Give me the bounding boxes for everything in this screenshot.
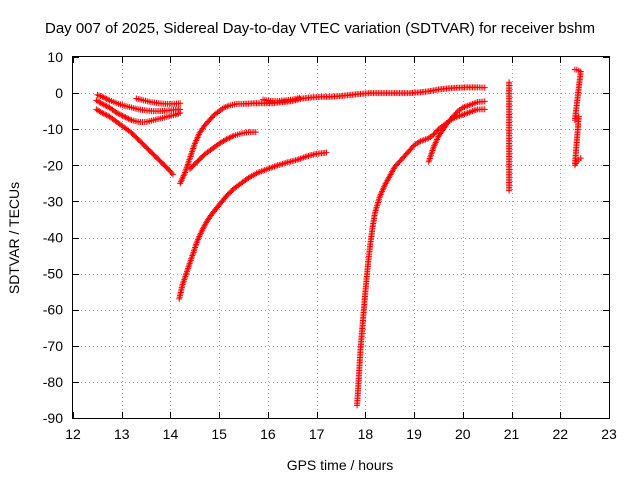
data-point-marker <box>481 84 488 91</box>
data-point-marker <box>177 106 184 113</box>
x-axis-label: GPS time / hours <box>287 457 394 473</box>
data-point-marker <box>226 134 233 141</box>
data-point-marker <box>115 110 122 117</box>
y-tick-label: -80 <box>43 374 63 390</box>
y-tick-label: -90 <box>43 410 63 426</box>
data-point-marker <box>125 115 132 122</box>
x-tick-label: 23 <box>601 426 617 442</box>
data-point-marker <box>323 149 330 156</box>
data-point-marker <box>99 100 106 107</box>
data-point-marker <box>103 95 110 102</box>
data-point-marker <box>103 112 110 119</box>
data-point-marker <box>99 109 106 116</box>
data-point-marker <box>105 96 112 103</box>
y-tick-label: 10 <box>47 49 63 65</box>
data-point-marker <box>223 136 230 143</box>
data-point-marker <box>100 110 107 117</box>
data-point-marker <box>453 109 460 116</box>
data-point-marker <box>229 133 236 140</box>
data-point-marker <box>102 111 109 118</box>
x-tick-label: 21 <box>504 426 520 442</box>
y-tick-label: -50 <box>43 266 63 282</box>
data-point-marker <box>113 109 120 116</box>
x-tick-label: 16 <box>260 426 276 442</box>
data-point-marker <box>122 114 129 121</box>
data-point-marker <box>481 106 488 113</box>
data-point-marker <box>243 176 250 183</box>
data-point-marker <box>224 135 231 142</box>
y-axis-label: SDTVAR / TECUs <box>6 182 22 294</box>
y-tick-label: 0 <box>55 85 63 101</box>
data-point-marker <box>168 169 175 176</box>
y-tick-label: -10 <box>43 121 63 137</box>
x-tick-label: 19 <box>406 426 422 442</box>
y-tick-label: -60 <box>43 302 63 318</box>
data-point-marker <box>577 155 584 162</box>
chart-title: Day 007 of 2025, Sidereal Day-to-day VTE… <box>45 20 595 37</box>
data-point-marker <box>177 100 184 107</box>
data-point-marker <box>103 103 110 110</box>
x-tick-label: 20 <box>455 426 471 442</box>
axis-ticks <box>73 57 610 419</box>
data-point-marker <box>100 101 107 108</box>
data-point-marker <box>210 113 217 120</box>
y-tick-labels: 10 0 -10 -20 -30 -40 -50 -60 -70 -80 -90 <box>43 49 63 426</box>
data-point-marker <box>252 129 259 136</box>
y-tick-label: -40 <box>43 230 63 246</box>
data-point-marker <box>481 98 488 105</box>
x-tick-label: 18 <box>358 426 374 442</box>
x-tick-label: 12 <box>65 426 81 442</box>
data-point-marker <box>506 187 513 194</box>
x-tick-label: 14 <box>163 426 179 442</box>
plot-frame <box>72 56 610 419</box>
x-tick-label: 15 <box>211 426 227 442</box>
data-point-marker <box>227 134 234 141</box>
data-point-marker <box>119 112 126 119</box>
data-point-marker <box>99 93 106 100</box>
data-point-marker <box>102 95 109 102</box>
data-points <box>93 66 584 409</box>
data-point-marker <box>434 127 441 134</box>
data-point-marker <box>409 143 416 150</box>
data-point-marker <box>100 94 107 101</box>
data-point-marker <box>118 112 125 119</box>
data-point-marker <box>169 171 176 178</box>
y-tick-label: -20 <box>43 157 63 173</box>
y-tick-label: -30 <box>43 193 63 209</box>
x-tick-labels: 12 13 14 15 16 17 18 19 20 21 22 23 <box>65 426 617 442</box>
data-point-marker <box>127 116 134 123</box>
data-point-marker <box>296 94 303 101</box>
data-point-marker <box>102 102 109 109</box>
x-tick-label: 13 <box>114 426 130 442</box>
y-tick-label: -70 <box>43 338 63 354</box>
data-point-marker <box>116 111 123 118</box>
x-tick-label: 17 <box>309 426 325 442</box>
x-tick-label: 22 <box>552 426 568 442</box>
data-point-marker <box>124 115 131 122</box>
data-point-marker <box>121 113 128 120</box>
